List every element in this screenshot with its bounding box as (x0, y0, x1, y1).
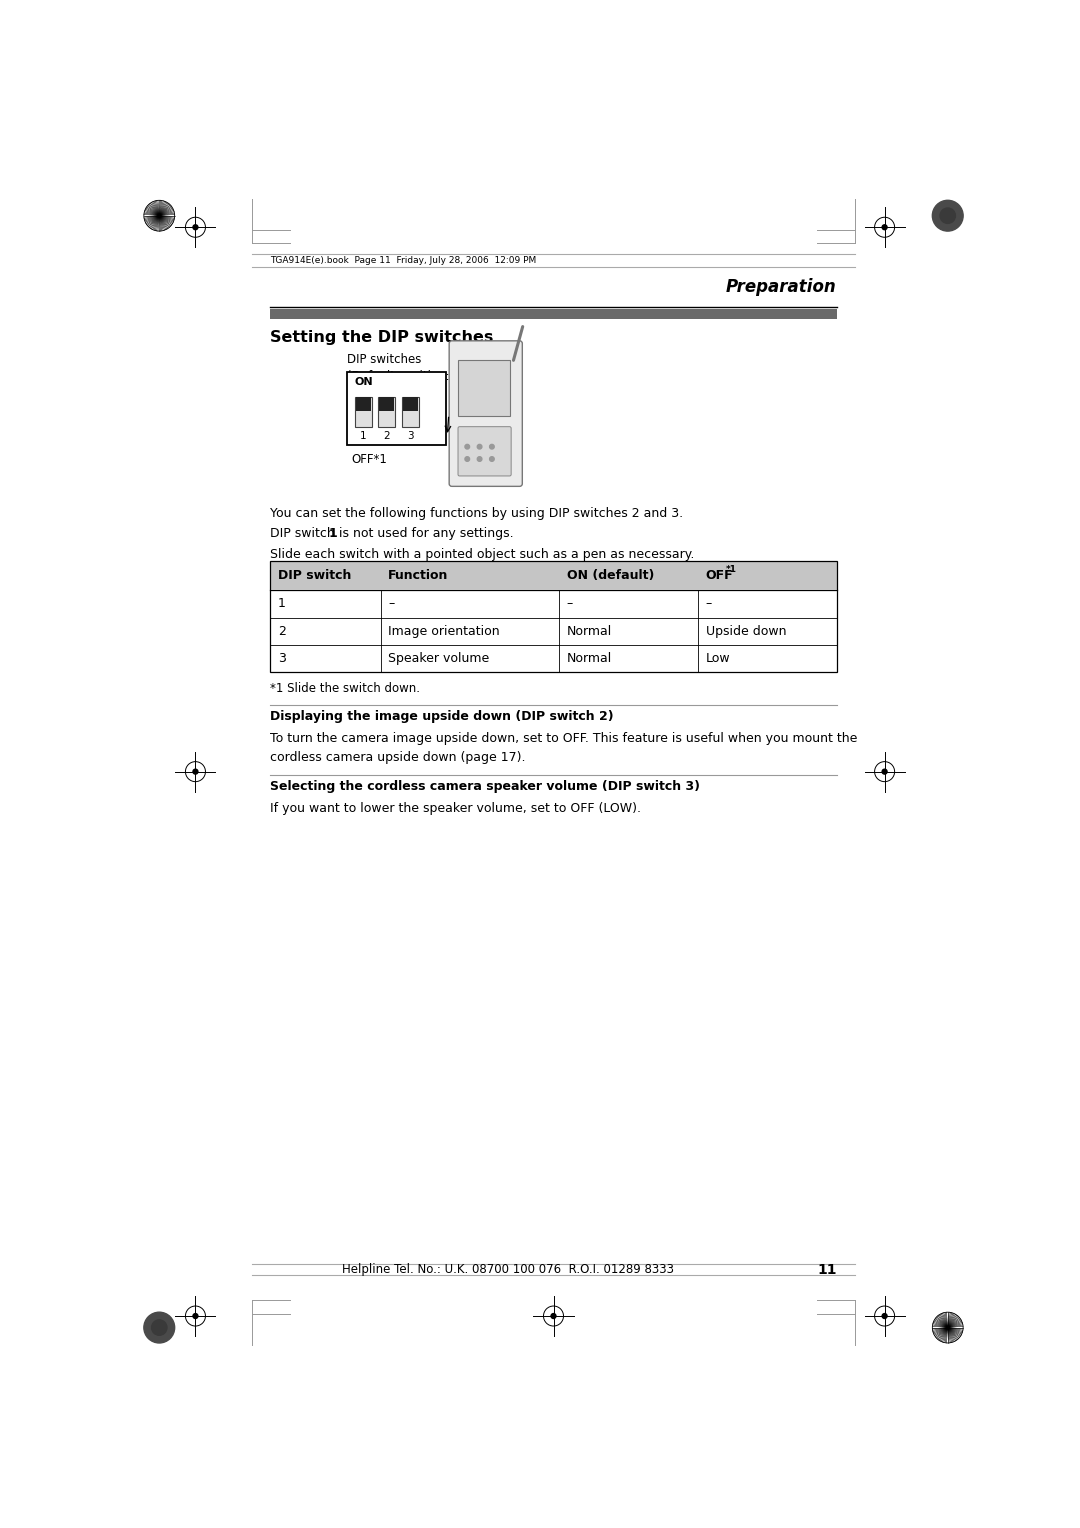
Text: –: – (705, 597, 712, 611)
Text: Selecting the cordless camera speaker volume (DIP switch 3): Selecting the cordless camera speaker vo… (270, 781, 700, 793)
Circle shape (932, 200, 963, 231)
Text: cordless camera upside down (page 17).: cordless camera upside down (page 17). (270, 752, 526, 764)
Text: Low: Low (705, 652, 730, 665)
Circle shape (193, 769, 198, 775)
Text: OFF: OFF (705, 570, 733, 582)
Circle shape (465, 445, 470, 449)
Text: Function: Function (389, 570, 448, 582)
Text: 2: 2 (278, 625, 286, 637)
Circle shape (193, 225, 198, 229)
Text: To turn the camera image upside down, set to OFF. This feature is useful when yo: To turn the camera image upside down, se… (270, 732, 858, 744)
Circle shape (489, 445, 495, 449)
Text: Speaker volume: Speaker volume (389, 652, 489, 665)
Circle shape (489, 457, 495, 461)
Bar (355, 397, 372, 426)
Text: 3: 3 (407, 431, 414, 442)
Circle shape (477, 445, 482, 449)
Circle shape (144, 1313, 175, 1343)
Bar (403, 397, 418, 411)
Circle shape (193, 1314, 198, 1319)
Bar (355, 397, 372, 411)
Bar (458, 361, 511, 416)
Text: TGA914E(e).book  Page 11  Friday, July 28, 2006  12:09 PM: TGA914E(e).book Page 11 Friday, July 28,… (270, 255, 537, 264)
Text: If you want to lower the speaker volume, set to OFF (LOW).: If you want to lower the speaker volume,… (270, 802, 642, 814)
Circle shape (477, 457, 482, 461)
FancyBboxPatch shape (458, 426, 511, 475)
Text: DIP switch: DIP switch (278, 570, 351, 582)
Text: Normal: Normal (567, 625, 612, 637)
Text: 11: 11 (818, 1262, 837, 1277)
Text: DIP switch: DIP switch (270, 527, 339, 541)
Text: Slide each switch with a pointed object such as a pen as necessary.: Slide each switch with a pointed object … (270, 547, 694, 561)
Bar (270, 561, 837, 672)
Text: DIP switches: DIP switches (347, 353, 421, 365)
Text: Image orientation: Image orientation (389, 625, 500, 637)
Text: ON (default): ON (default) (567, 570, 654, 582)
Circle shape (882, 225, 887, 229)
Text: –: – (389, 597, 394, 611)
Circle shape (551, 1314, 556, 1319)
Bar (347, 371, 446, 445)
Circle shape (882, 1314, 887, 1319)
Text: ON: ON (355, 377, 374, 388)
Text: *1: *1 (726, 565, 737, 575)
Bar (402, 397, 419, 426)
Circle shape (151, 1320, 167, 1335)
Text: Setting the DIP switches: Setting the DIP switches (270, 330, 494, 345)
Text: Upside down: Upside down (705, 625, 786, 637)
Text: Displaying the image upside down (DIP switch 2): Displaying the image upside down (DIP sw… (270, 711, 613, 723)
Circle shape (882, 769, 887, 775)
Circle shape (465, 457, 470, 461)
Text: 2: 2 (383, 431, 390, 442)
Text: Normal: Normal (567, 652, 612, 665)
Text: OFF*1: OFF*1 (352, 452, 388, 466)
Text: 1: 1 (329, 527, 338, 541)
Bar (378, 397, 395, 426)
Bar (270, 309, 837, 319)
Text: 1: 1 (360, 431, 366, 442)
FancyBboxPatch shape (449, 341, 523, 486)
Text: You can set the following functions by using DIP switches 2 and 3.: You can set the following functions by u… (270, 507, 684, 520)
Text: Preparation: Preparation (726, 278, 837, 296)
Circle shape (940, 208, 956, 223)
Text: –: – (567, 597, 573, 611)
Text: is not used for any settings.: is not used for any settings. (335, 527, 513, 541)
Text: Helpline Tel. No.: U.K. 08700 100 076  R.O.I. 01289 8333: Helpline Tel. No.: U.K. 08700 100 076 R.… (342, 1264, 674, 1276)
Bar (270, 561, 837, 590)
Bar (379, 397, 394, 411)
Text: 3: 3 (278, 652, 286, 665)
Text: (Default position: ON): (Default position: ON) (347, 370, 476, 382)
Text: 1: 1 (278, 597, 286, 611)
Text: *1 Slide the switch down.: *1 Slide the switch down. (270, 681, 420, 695)
